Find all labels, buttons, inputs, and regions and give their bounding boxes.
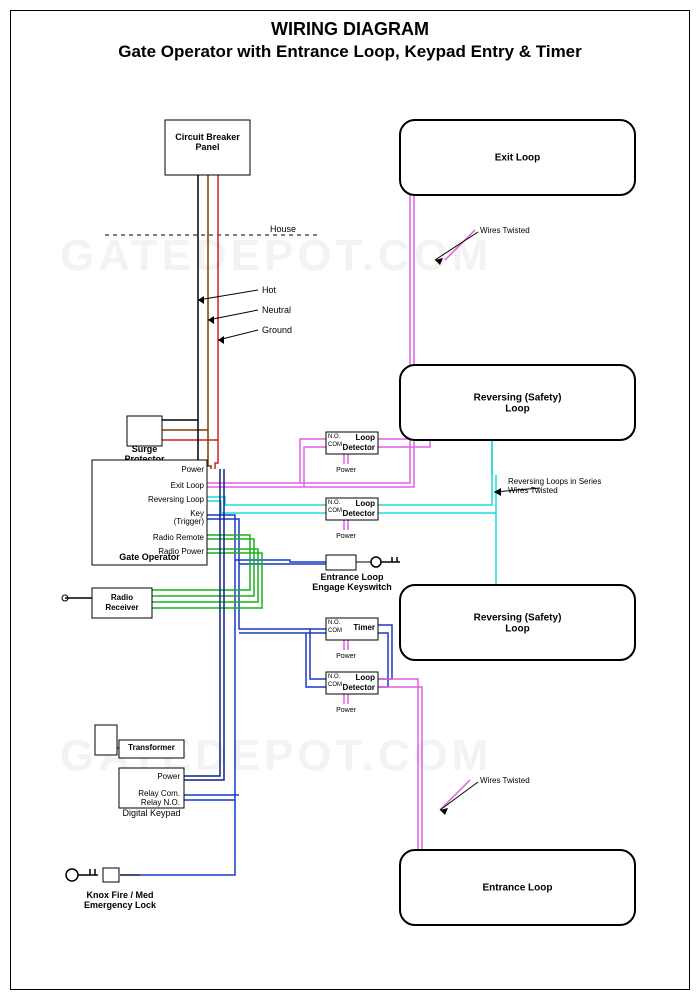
svg-text:Digital Keypad: Digital Keypad (122, 808, 180, 818)
hot-label: Hot (262, 285, 277, 295)
wire-key-e (235, 560, 326, 562)
svg-text:Loop: Loop (355, 673, 375, 682)
rev-series-label-2: Wires Twisted (508, 486, 558, 495)
svg-text:Panel: Panel (195, 142, 219, 152)
knox-label-1: Knox Fire / Med (86, 890, 153, 900)
power-leader-lines: Hot Neutral Ground (198, 285, 292, 344)
svg-text:Power: Power (336, 467, 357, 474)
svg-text:N.O.: N.O. (328, 500, 341, 506)
box-surge (127, 416, 162, 446)
exit-twisted-label: Wires Twisted (480, 226, 530, 235)
wire-ld2-r2 (378, 475, 496, 585)
svg-text:Power: Power (336, 653, 357, 660)
svg-text:Power: Power (181, 465, 204, 474)
svg-text:N.O.: N.O. (328, 434, 341, 440)
wire-ld3-no (310, 629, 326, 679)
svg-text:COM: COM (328, 508, 342, 514)
svg-text:Radio Power: Radio Power (158, 547, 204, 556)
svg-text:(Trigger): (Trigger) (174, 517, 205, 526)
wire-pwr-gnd-2 (215, 416, 218, 469)
svg-text:Surge: Surge (132, 444, 158, 454)
wire-key-a (120, 515, 235, 875)
svg-text:Reversing (Safety): Reversing (Safety) (474, 393, 562, 404)
svg-text:Entrance Loop: Entrance Loop (482, 883, 552, 894)
svg-text:Exit Loop: Exit Loop (171, 481, 205, 490)
svg-text:Loop: Loop (355, 433, 375, 442)
neutral-label: Neutral (262, 305, 291, 315)
svg-text:Power: Power (336, 707, 357, 714)
svg-text:Reversing (Safety): Reversing (Safety) (474, 613, 562, 624)
svg-text:Detector: Detector (343, 683, 375, 692)
wire-ld1-com (304, 447, 326, 487)
svg-text:Exit Loop: Exit Loop (495, 153, 541, 164)
svg-text:Transformer: Transformer (128, 743, 175, 752)
svg-text:Loop: Loop (505, 404, 529, 415)
house-label: House (270, 224, 296, 234)
svg-text:Relay Com.: Relay Com. (138, 789, 180, 798)
svg-text:N.O.: N.O. (328, 674, 341, 680)
svg-text:N.O.: N.O. (328, 620, 341, 626)
svg-text:Radio Remote: Radio Remote (153, 533, 205, 542)
svg-text:Radio: Radio (111, 593, 133, 602)
svg-text:Loop: Loop (355, 499, 375, 508)
wire-rev-a (207, 497, 326, 505)
knox-symbol (66, 868, 140, 882)
wire-entr-tw (440, 780, 470, 810)
entr-twisted-label: Wires Twisted (480, 776, 530, 785)
svg-text:Relay N.O.: Relay N.O. (141, 798, 180, 807)
diagram-frame: WIRING DIAGRAM Gate Operator with Entran… (0, 0, 700, 1000)
keyswitch-label-1: Entrance Loop (320, 572, 384, 582)
keyswitch-label-2: Engage Keyswitch (312, 582, 392, 592)
wire-series (445, 440, 492, 475)
svg-text:Detector: Detector (343, 443, 375, 452)
svg-text:Detector: Detector (343, 509, 375, 518)
svg-text:Circuit Breaker: Circuit Breaker (175, 132, 240, 142)
knox-label-2: Emergency Lock (84, 900, 157, 910)
svg-text:Timer: Timer (353, 623, 375, 632)
wire-ld2-r1 (378, 440, 492, 505)
svg-text:COM: COM (328, 682, 342, 688)
svg-text:COM: COM (328, 442, 342, 448)
transformer-module (95, 725, 117, 755)
svg-text:COM: COM (328, 628, 342, 634)
ground-label: Ground (262, 325, 292, 335)
rev-series-label-1: Reversing Loops in Series (508, 477, 601, 486)
keyswitch-symbol (326, 555, 400, 570)
wire-pwr-neu-2 (208, 416, 211, 469)
wiring-svg: GATEDEPOT.COM GATEDEPOT.COM House Hot Ne… (0, 0, 700, 1000)
svg-text:Loop: Loop (505, 624, 529, 635)
svg-text:Power: Power (336, 533, 357, 540)
svg-text:Reversing Loop: Reversing Loop (148, 495, 205, 504)
watermark-top: GATEDEPOT.COM (60, 231, 493, 280)
svg-text:Power: Power (157, 772, 180, 781)
svg-text:Receiver: Receiver (105, 603, 138, 612)
entr-twisted-leader (440, 782, 478, 810)
